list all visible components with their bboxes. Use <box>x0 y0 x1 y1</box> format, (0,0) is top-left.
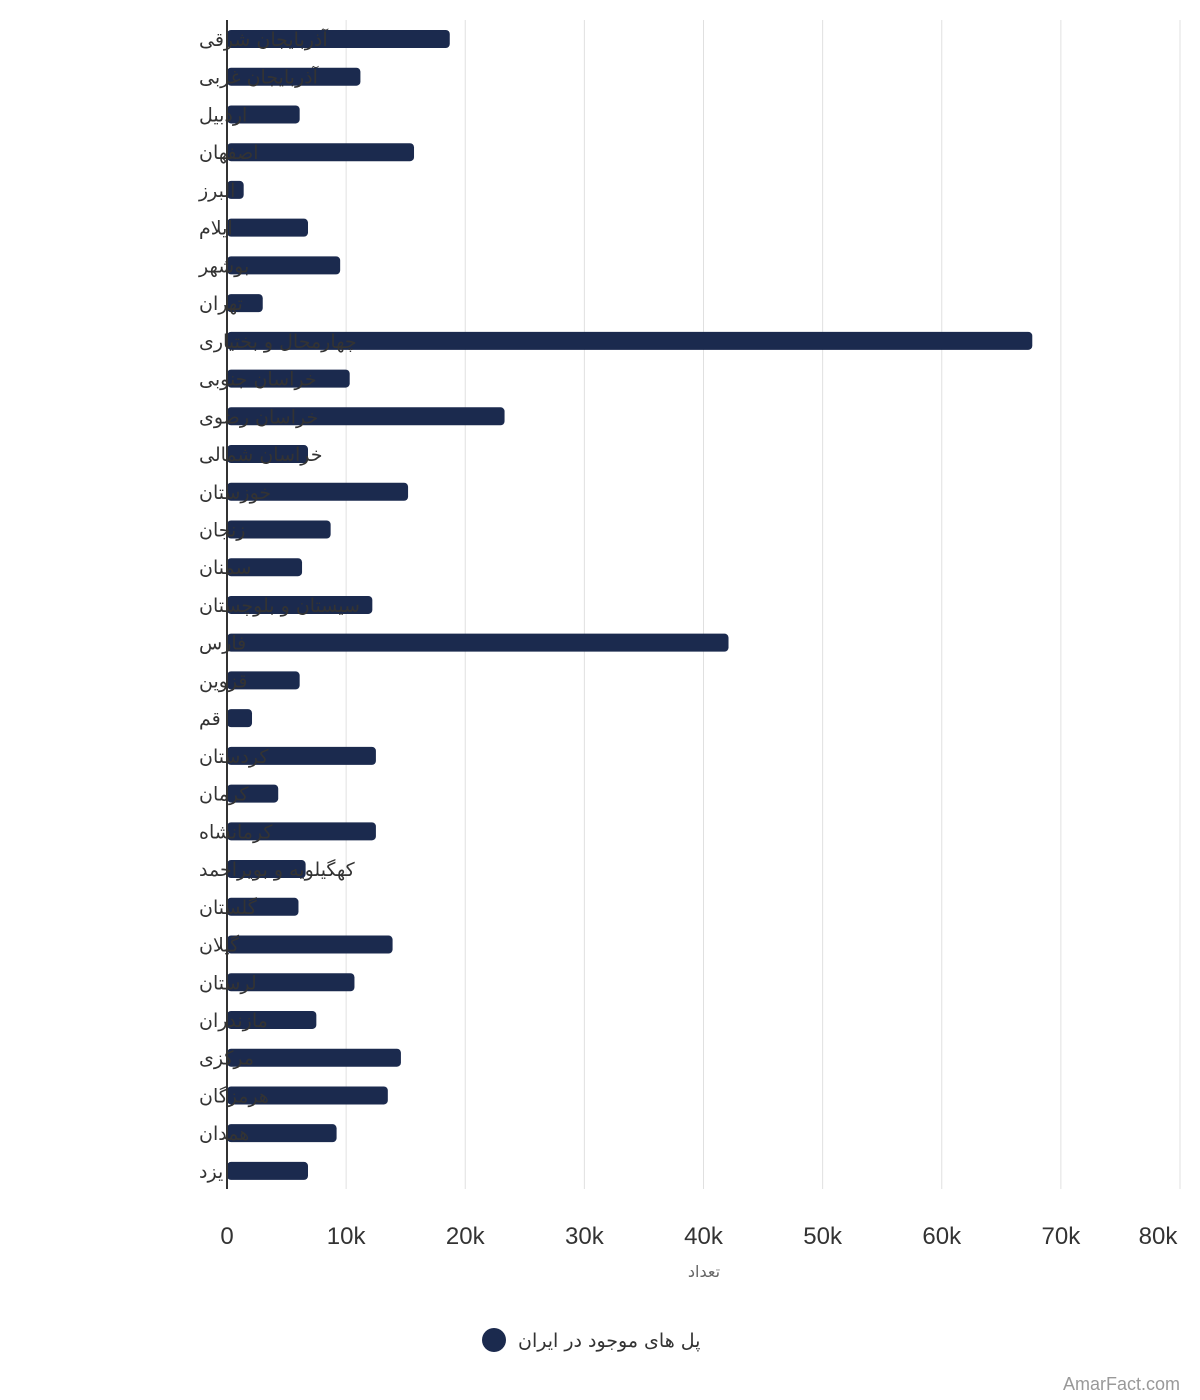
bar[interactable] <box>227 746 376 765</box>
bar[interactable] <box>227 935 393 954</box>
x-tick-label: 80k <box>1139 1223 1179 1250</box>
x-tick-label: 60k <box>922 1223 962 1250</box>
bar[interactable] <box>227 30 450 48</box>
bar[interactable] <box>227 180 244 199</box>
x-tick-label: 0 <box>220 1223 233 1250</box>
category-label: کرمانشاه <box>199 821 273 843</box>
bar[interactable] <box>227 482 409 501</box>
category-label: چهارمحال و بختیاری <box>199 331 357 353</box>
category-label: آذربایجان غربی <box>199 65 319 89</box>
bar[interactable] <box>227 407 505 426</box>
category-label: یزد <box>199 1161 223 1183</box>
bar[interactable] <box>227 709 253 728</box>
category-label: هرمزگان <box>199 1084 269 1107</box>
bars <box>227 30 1033 1180</box>
category-label: خراسان جنوبی <box>199 369 317 391</box>
bar[interactable] <box>227 520 331 539</box>
bar[interactable] <box>227 1010 317 1029</box>
bar[interactable] <box>227 973 355 992</box>
x-tick-label: 30k <box>565 1223 605 1250</box>
category-label: البرز <box>198 180 235 202</box>
category-label: خراسان شمالی <box>199 444 323 466</box>
legend-marker <box>482 1328 506 1352</box>
legend[interactable]: پل های موجود در ایران <box>482 1328 700 1352</box>
category-label: تهران <box>199 293 243 315</box>
bar[interactable] <box>227 1086 388 1105</box>
category-label: ایلام <box>199 218 233 240</box>
category-label: گیلان <box>199 934 240 957</box>
category-label: کردستان <box>199 746 269 768</box>
watermark: AmarFact.com <box>1063 1374 1180 1394</box>
bar[interactable] <box>227 218 309 237</box>
bar[interactable] <box>227 105 300 124</box>
bar[interactable] <box>227 1124 337 1143</box>
bar[interactable] <box>227 897 299 916</box>
category-label: بوشهر <box>198 255 249 277</box>
x-tick-label: 70k <box>1042 1223 1082 1250</box>
category-label: قم <box>199 708 221 730</box>
category-label: اردبیل <box>199 104 247 126</box>
bar[interactable] <box>227 294 263 313</box>
bar[interactable] <box>227 369 350 388</box>
legend-label: پل های موجود در ایران <box>518 1330 700 1352</box>
category-label: مازندران <box>199 1010 268 1032</box>
category-label: سمنان <box>199 557 251 579</box>
bar[interactable] <box>227 67 361 86</box>
bar[interactable] <box>227 784 279 803</box>
bar[interactable] <box>227 445 309 464</box>
category-label: آذربایجان شرقی <box>199 27 328 51</box>
category-label: زنجان <box>199 519 245 541</box>
bar[interactable] <box>227 558 303 577</box>
x-tick-label: 20k <box>446 1223 486 1250</box>
grid-lines <box>345 20 1181 1189</box>
x-tick-label: 40k <box>684 1223 724 1250</box>
x-tick-label: 50k <box>803 1223 843 1250</box>
category-label: قزوین <box>199 670 248 692</box>
category-label: کهگیلویه و بویراحمد <box>199 858 356 881</box>
bar[interactable] <box>227 1048 401 1067</box>
category-label: کرمان <box>199 784 249 806</box>
x-tick-label: 10k <box>327 1223 367 1250</box>
category-label: خراسان رضوی <box>199 406 318 428</box>
bar[interactable] <box>227 143 415 162</box>
bar[interactable] <box>227 860 306 879</box>
category-labels: آذربایجان شرقی آذربایجان غربی اردبیل اصفهان… <box>198 27 360 1183</box>
bar[interactable] <box>227 1161 309 1180</box>
bar[interactable] <box>227 256 341 275</box>
bar[interactable] <box>227 595 373 614</box>
bar[interactable] <box>227 331 1033 350</box>
x-axis-tick-labels: 0 10k 20k 30k 40k 50k 60k 70k 80k <box>220 1223 1178 1250</box>
category-label: خوزستان <box>199 482 271 504</box>
category-label: همدان <box>199 1123 249 1145</box>
bar[interactable] <box>227 671 300 690</box>
category-label: اصفهان <box>199 142 259 164</box>
bar[interactable] <box>227 822 376 841</box>
category-label: گلستان <box>199 896 258 919</box>
x-axis-title: تعداد <box>688 1262 720 1281</box>
category-label: فارس <box>199 633 246 655</box>
bar[interactable] <box>227 633 729 652</box>
category-label: سیستان و بلوچستان <box>199 595 360 617</box>
